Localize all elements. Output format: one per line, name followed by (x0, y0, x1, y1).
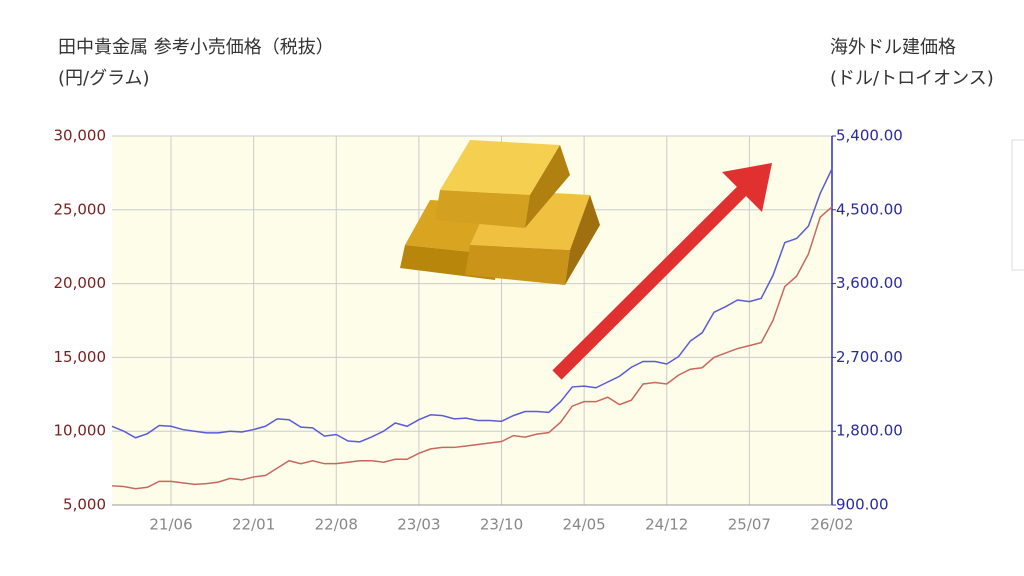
y2-tick-label: 900.00 (836, 496, 889, 514)
y2-tick-label: 1,800.00 (836, 422, 903, 440)
y2-tick-label: 3,600.00 (836, 274, 903, 292)
y-tick-label: 15,000 (54, 348, 107, 366)
y2-title: 海外ドル建価格 (830, 37, 956, 58)
gold-bars (400, 140, 600, 285)
y2-tick-label: 4,500.00 (836, 200, 903, 218)
x-tick-label: 22/08 (315, 516, 358, 534)
series-line (111, 168, 833, 443)
x-tick-label: 22/01 (232, 516, 275, 534)
y2-tick-label: 2,700.00 (836, 348, 903, 366)
x-tick-label: 25/07 (728, 516, 771, 534)
trend-arrow (552, 163, 772, 380)
y2-subtitle: (ドル/トロイオンス) (830, 68, 994, 89)
tooltip-edge (1011, 139, 1024, 271)
y-tick-label: 5,000 (63, 496, 106, 514)
y-tick-label: 25,000 (54, 200, 107, 218)
x-tick-label: 23/10 (480, 516, 523, 534)
x-tick-label: 23/03 (397, 516, 440, 534)
x-tick-label: 24/05 (563, 516, 606, 534)
x-tick-label: 24/12 (645, 516, 688, 534)
y-tick-label: 10,000 (54, 422, 107, 440)
chart-subtitle: (円/グラム) (58, 68, 150, 89)
x-tick-label: 21/06 (149, 516, 192, 534)
x-tick-label: 26/02 (810, 516, 853, 534)
y-tick-label: 20,000 (54, 274, 107, 292)
plot: 5,000 10,000 15,000 20,000 25,000 30,000 900.0… (54, 127, 903, 534)
chart-title: 田中貴金属 参考小売価格（税抜） (58, 37, 334, 58)
y2-tick-label: 5,400.00 (836, 127, 903, 145)
series-line (111, 206, 833, 490)
y-tick-label: 30,000 (54, 127, 107, 145)
